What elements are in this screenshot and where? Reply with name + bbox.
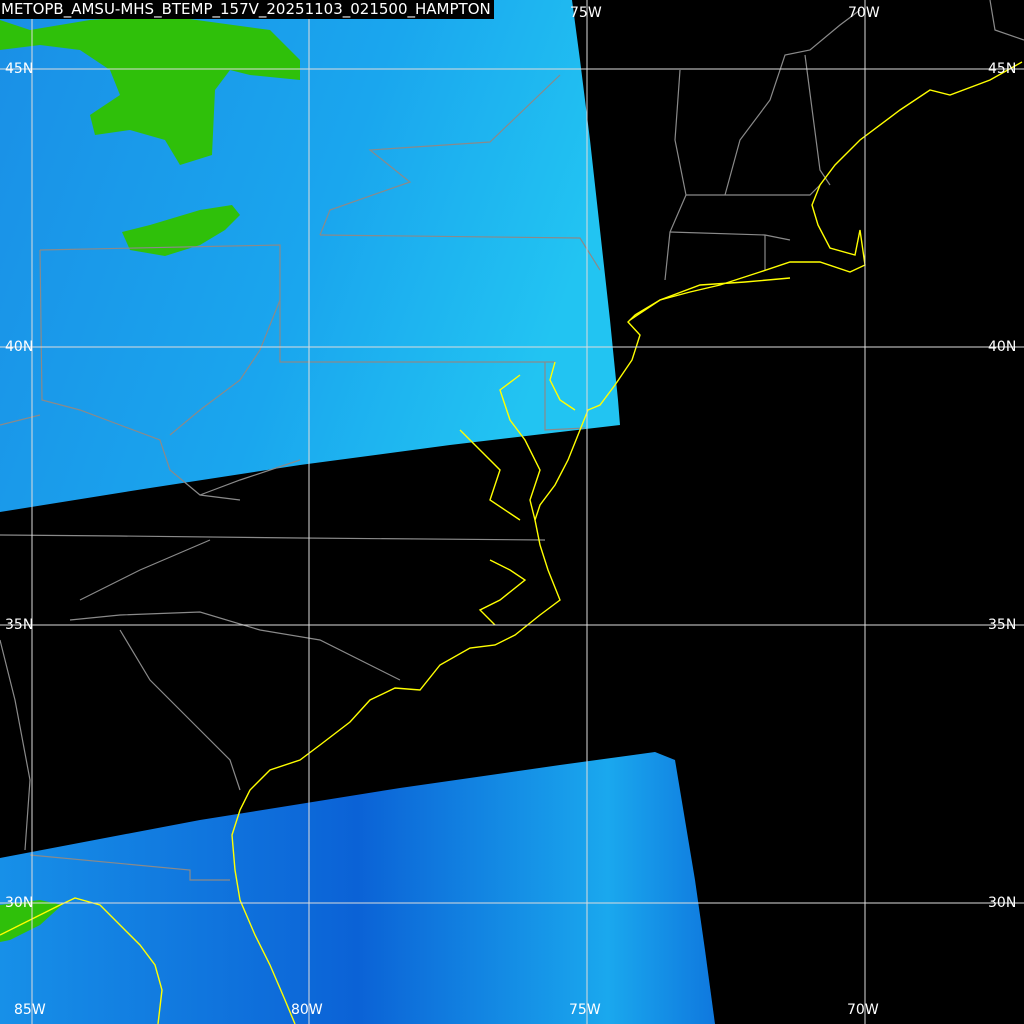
label-right-30n: 30N <box>988 895 1017 911</box>
label-bottom-80w: 80W <box>291 1002 323 1018</box>
swath-south <box>0 752 715 1024</box>
label-bottom-85w: 85W <box>14 1002 46 1018</box>
label-left-40n: 40N <box>5 339 34 355</box>
label-left-30n: 30N <box>5 895 34 911</box>
label-top-75w: 75W <box>570 5 602 21</box>
precip-area-north <box>0 15 300 165</box>
label-right-40n: 40N <box>988 339 1017 355</box>
product-title: METOPB_AMSU-MHS_BTEMP_157V_20251103_0215… <box>0 0 494 19</box>
precip-area-florida <box>0 900 62 942</box>
label-right-35n: 35N <box>988 617 1017 633</box>
label-bottom-75w: 75W <box>569 1002 601 1018</box>
label-left-45n: 45N <box>5 61 34 77</box>
label-top-70w: 70W <box>848 5 880 21</box>
label-left-35n: 35N <box>5 617 34 633</box>
coastline <box>0 61 1023 1024</box>
state-borders <box>0 0 1024 881</box>
swath-north <box>0 0 620 512</box>
label-bottom-70w: 70W <box>847 1002 879 1018</box>
precip-area-mid <box>122 205 240 256</box>
label-right-45n: 45N <box>988 61 1017 77</box>
